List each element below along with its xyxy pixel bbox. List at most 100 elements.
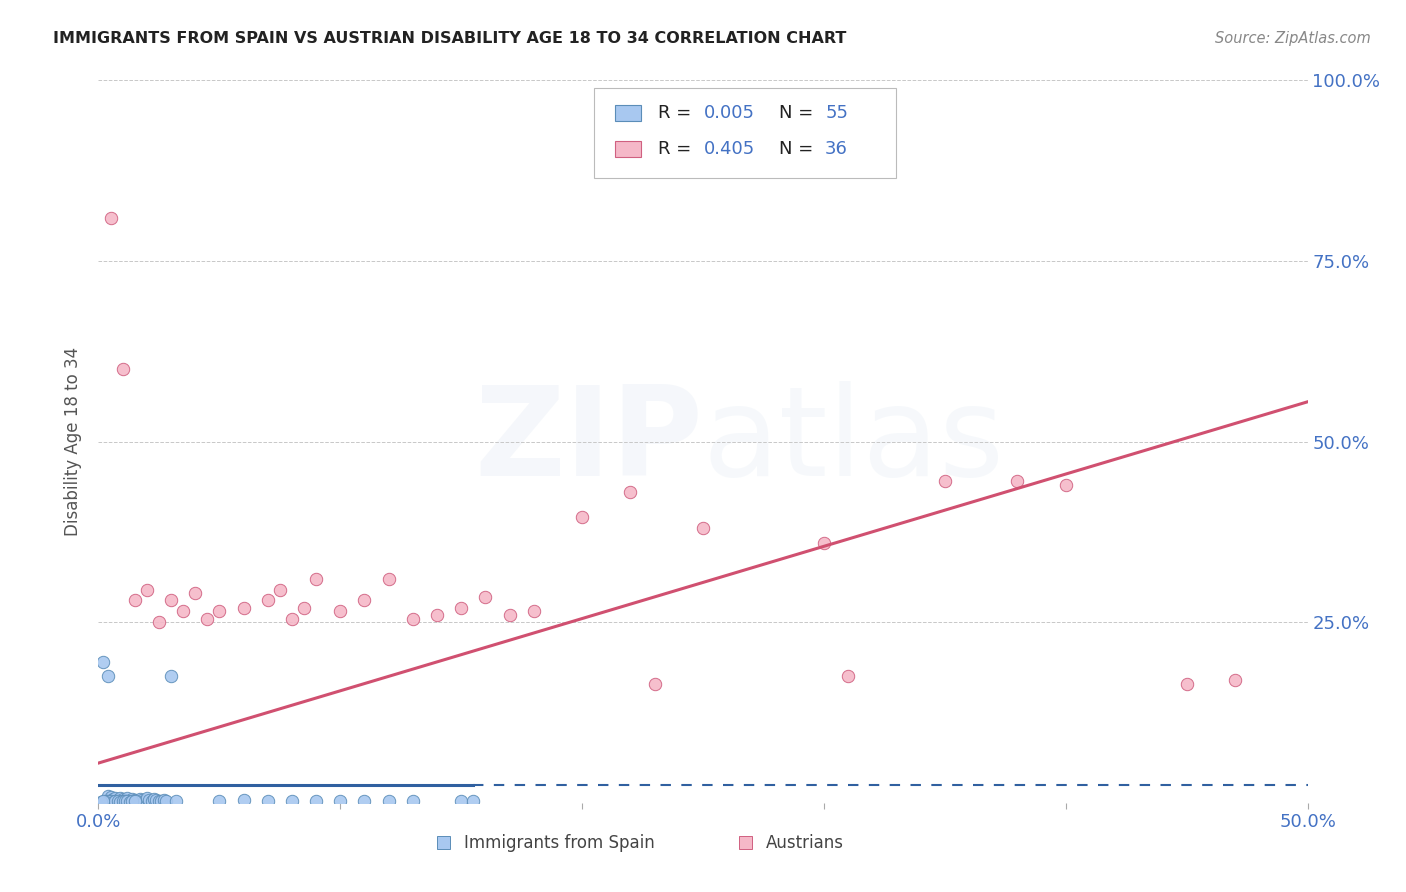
Text: atlas: atlas bbox=[703, 381, 1005, 502]
Point bbox=[90, 795, 112, 809]
Text: Austrians: Austrians bbox=[766, 833, 844, 852]
Point bbox=[165, 794, 187, 808]
Point bbox=[135, 791, 157, 805]
Point bbox=[121, 792, 143, 806]
Point bbox=[152, 793, 174, 807]
Point bbox=[111, 794, 134, 808]
Point bbox=[353, 593, 375, 607]
Point bbox=[305, 572, 328, 586]
Point bbox=[127, 794, 149, 808]
Point bbox=[160, 669, 183, 683]
FancyBboxPatch shape bbox=[614, 105, 641, 120]
Point bbox=[402, 611, 425, 625]
Point bbox=[377, 794, 399, 808]
Point bbox=[813, 535, 835, 549]
Point bbox=[377, 572, 399, 586]
Text: Source: ZipAtlas.com: Source: ZipAtlas.com bbox=[1215, 31, 1371, 46]
Point bbox=[124, 794, 146, 808]
Point bbox=[117, 794, 139, 808]
Point bbox=[114, 794, 136, 808]
Point bbox=[184, 586, 207, 600]
FancyBboxPatch shape bbox=[595, 87, 897, 178]
Point bbox=[111, 362, 134, 376]
Point bbox=[150, 794, 173, 808]
Text: N =: N = bbox=[779, 140, 820, 158]
Point bbox=[208, 604, 231, 618]
Text: 36: 36 bbox=[825, 140, 848, 158]
Point bbox=[523, 604, 546, 618]
Point bbox=[329, 604, 352, 618]
Point bbox=[256, 593, 278, 607]
Point bbox=[97, 794, 120, 808]
Point bbox=[353, 794, 375, 808]
Text: 55: 55 bbox=[825, 103, 848, 122]
Y-axis label: Disability Age 18 to 34: Disability Age 18 to 34 bbox=[65, 347, 83, 536]
Point bbox=[256, 794, 278, 808]
Point bbox=[114, 793, 136, 807]
Point bbox=[692, 521, 714, 535]
Point bbox=[160, 593, 183, 607]
Point bbox=[118, 795, 141, 809]
Point bbox=[104, 791, 127, 805]
Text: 0.405: 0.405 bbox=[704, 140, 755, 158]
Point bbox=[1007, 475, 1029, 489]
Point bbox=[104, 794, 127, 808]
Point bbox=[644, 676, 666, 690]
Point bbox=[474, 590, 496, 604]
Point bbox=[305, 794, 328, 808]
Point bbox=[108, 790, 131, 805]
Point bbox=[100, 790, 122, 805]
Point bbox=[837, 669, 859, 683]
Point bbox=[135, 582, 157, 597]
Point bbox=[148, 794, 170, 808]
Point bbox=[101, 792, 124, 806]
Point bbox=[292, 600, 315, 615]
Point bbox=[281, 794, 304, 808]
Point bbox=[232, 793, 254, 807]
Text: N =: N = bbox=[779, 103, 820, 122]
Point bbox=[121, 794, 143, 808]
Point bbox=[124, 793, 146, 807]
Point bbox=[143, 792, 166, 806]
FancyBboxPatch shape bbox=[614, 141, 641, 157]
Point bbox=[134, 794, 156, 808]
FancyBboxPatch shape bbox=[437, 836, 450, 849]
Point bbox=[172, 604, 194, 618]
Point bbox=[155, 794, 177, 808]
Text: 0.005: 0.005 bbox=[704, 103, 755, 122]
Point bbox=[329, 794, 352, 808]
Point bbox=[571, 510, 593, 524]
Point bbox=[108, 795, 131, 809]
Point bbox=[141, 794, 163, 808]
Text: ZIP: ZIP bbox=[474, 381, 703, 502]
Point bbox=[91, 655, 114, 669]
Point bbox=[450, 600, 472, 615]
Point bbox=[94, 794, 117, 808]
Point bbox=[463, 794, 485, 808]
Point bbox=[138, 793, 160, 807]
Point bbox=[208, 794, 231, 808]
FancyBboxPatch shape bbox=[740, 836, 752, 849]
Text: Immigrants from Spain: Immigrants from Spain bbox=[464, 833, 654, 852]
Point bbox=[269, 582, 291, 597]
Point bbox=[619, 485, 641, 500]
Point bbox=[1175, 676, 1198, 690]
Point bbox=[934, 475, 956, 489]
Text: IMMIGRANTS FROM SPAIN VS AUSTRIAN DISABILITY AGE 18 TO 34 CORRELATION CHART: IMMIGRANTS FROM SPAIN VS AUSTRIAN DISABI… bbox=[53, 31, 846, 46]
Point bbox=[131, 793, 153, 807]
Point bbox=[498, 607, 520, 622]
Point bbox=[111, 792, 134, 806]
Point bbox=[124, 593, 146, 607]
Text: R =: R = bbox=[658, 140, 697, 158]
Point bbox=[97, 669, 120, 683]
Point bbox=[107, 794, 129, 808]
Point bbox=[232, 600, 254, 615]
Text: R =: R = bbox=[658, 103, 697, 122]
Point bbox=[91, 794, 114, 808]
Point bbox=[100, 211, 122, 225]
Point bbox=[402, 794, 425, 808]
Point bbox=[97, 789, 120, 803]
Point bbox=[107, 793, 129, 807]
Point bbox=[100, 794, 122, 808]
Point bbox=[450, 794, 472, 808]
